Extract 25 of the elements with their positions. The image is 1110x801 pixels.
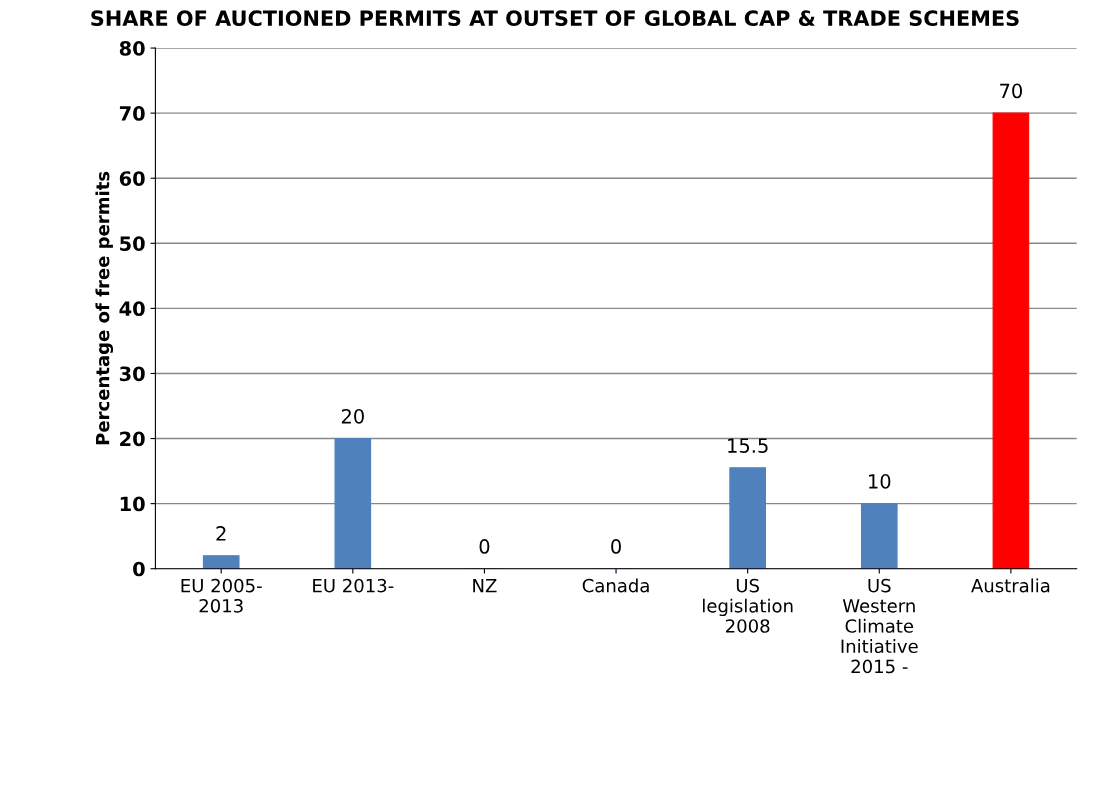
y-axis-title: Percentage of free permits <box>95 171 114 445</box>
x-tick-label: NZ <box>473 578 497 593</box>
y-tick-label: 30 <box>119 366 145 382</box>
y-tick-label: 80 <box>119 41 145 56</box>
y-tick-label: 50 <box>120 236 145 251</box>
data-label: 0 <box>611 539 621 554</box>
y-tick-label: 20 <box>120 431 145 447</box>
y-tick-label: 0 <box>133 561 145 577</box>
y-tick-label: 10 <box>120 496 145 512</box>
y-tick-label: 40 <box>119 301 145 317</box>
data-label: 0 <box>479 539 490 554</box>
x-tick-label: US legislation 2008 <box>703 578 793 633</box>
x-tick-label: Canada <box>582 578 649 593</box>
x-tick-label: Australia <box>971 578 1050 593</box>
data-label: 10 <box>869 474 891 489</box>
data-label: 2 <box>216 526 226 541</box>
y-tick-label: 70 <box>119 106 145 121</box>
x-tick-label: EU 2005- 2013 <box>181 578 262 613</box>
chart-title: SHARE OF AUCTIONED PERMITS AT OUTSET OF GLOBAL CAP & TRADE SCHEMES <box>91 10 1019 27</box>
x-tick-label: EU 2013- <box>313 578 394 593</box>
data-label: 20 <box>341 408 364 424</box>
data-label: 70 <box>1000 83 1022 99</box>
data-label: 15.5 <box>728 438 768 453</box>
x-tick-label: US Western Climate Initiative 2015 - <box>841 578 918 674</box>
y-tick-label: 60 <box>119 171 145 186</box>
